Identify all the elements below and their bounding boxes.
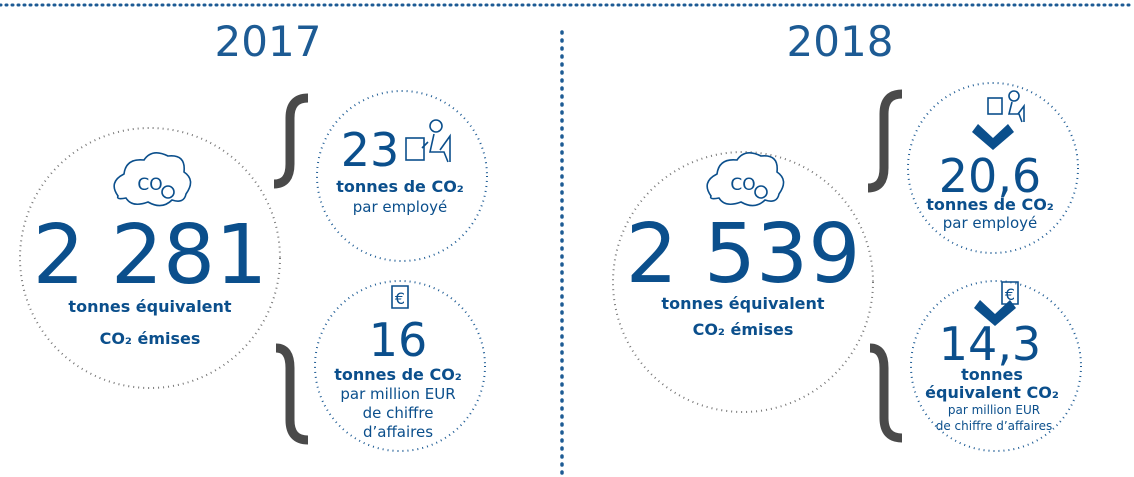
employee-icon xyxy=(405,119,451,163)
year: 2018 xyxy=(787,17,894,66)
panel-2017: 2017 CO 2 281 tonnes équivalent CO₂ émis… xyxy=(19,17,488,452)
total-line: tonnes équivalent xyxy=(661,294,825,313)
revenue-line: de chiffre xyxy=(363,404,434,422)
bracket xyxy=(867,89,903,193)
year: 2017 xyxy=(215,17,322,66)
revenue-line: par million EUR xyxy=(340,385,455,403)
bracket xyxy=(273,93,309,189)
total-line: CO₂ émises xyxy=(693,320,794,339)
panel-2018: 2018 CO 2 539 tonnes équivalent CO₂ émis… xyxy=(612,17,1082,452)
revenue-line: tonnes de CO₂ xyxy=(334,365,462,384)
euro-icon: € xyxy=(391,285,409,309)
employee-value: 20,6 xyxy=(939,149,1041,203)
svg-text:CO: CO xyxy=(137,175,162,195)
employee-circle xyxy=(316,90,488,262)
bracket xyxy=(275,343,309,445)
employee-line: tonnes de CO₂ xyxy=(926,195,1054,214)
decrease-chevron xyxy=(974,300,1016,326)
svg-text:CO: CO xyxy=(730,175,755,195)
revenue-line: équivalent CO₂ xyxy=(925,383,1059,402)
total-value: 2 281 xyxy=(33,208,268,303)
employee-value: 23 xyxy=(341,123,400,177)
co2-cloud-icon: CO xyxy=(706,152,785,207)
svg-text:€: € xyxy=(395,289,405,308)
total-line: CO₂ émises xyxy=(100,329,201,348)
revenue-value: 16 xyxy=(369,313,428,367)
employee-line: par employé xyxy=(353,198,447,216)
employee-icon xyxy=(987,90,1025,123)
revenue-circle xyxy=(910,280,1082,452)
employee-line: tonnes de CO₂ xyxy=(336,177,464,196)
bracket xyxy=(869,343,903,443)
revenue-circle xyxy=(314,280,486,452)
total-circle xyxy=(19,127,281,389)
revenue-line: d’affaires xyxy=(363,423,433,441)
total-value: 2 539 xyxy=(626,207,861,302)
total-line: tonnes équivalent xyxy=(68,297,232,316)
revenue-line: de chiffre d’affaires xyxy=(936,419,1053,433)
revenue-line: par million EUR xyxy=(948,403,1040,417)
co2-cloud-icon: CO xyxy=(113,152,192,207)
euro-icon: € xyxy=(1001,281,1019,305)
revenue-value: 14,3 xyxy=(939,317,1041,371)
revenue-line: tonnes xyxy=(961,365,1023,384)
decrease-chevron xyxy=(972,124,1014,150)
employee-circle xyxy=(907,82,1079,254)
total-circle xyxy=(612,151,874,413)
svg-text:€: € xyxy=(1005,285,1015,304)
employee-line: par employé xyxy=(943,214,1037,232)
